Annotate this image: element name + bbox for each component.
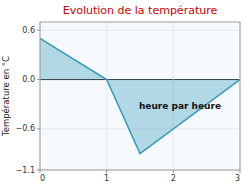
area-fill [40, 38, 240, 153]
y-tick [37, 79, 40, 80]
y-tick-label: 0.0 [22, 75, 35, 84]
x-tick-label: 3 [235, 174, 240, 183]
plot-background [40, 22, 240, 170]
plot-frame [40, 22, 240, 170]
y-tick-label: −0.6 [16, 124, 35, 133]
y-tick-label: 0.6 [22, 26, 35, 35]
y-tick-label: −1.1 [16, 166, 35, 175]
y-tick [37, 128, 40, 129]
grid-line [40, 30, 240, 31]
x-tick-label: 0 [40, 174, 45, 183]
data-area [40, 38, 240, 153]
chart: −1.1 −0.6 0.0 0.6 0 1 2 3 Evolution de la tempér… [0, 0, 250, 188]
y-axis-label: Température en °C [1, 56, 11, 137]
x-tick [173, 170, 174, 173]
title: Evolution de la température [63, 4, 218, 17]
x-tick-label: 1 [104, 174, 109, 183]
grid-line [106, 22, 107, 170]
chart-container: −1.1 −0.6 0.0 0.6 0 1 2 3 Evolution de la tempér… [0, 0, 250, 188]
x-axis-label: heure par heure [139, 101, 221, 111]
x-tick [106, 170, 107, 173]
x-tick [240, 170, 241, 173]
y-tick [37, 170, 40, 171]
grid [40, 22, 240, 170]
x-tick-label: 2 [171, 174, 176, 183]
x-tick [40, 170, 41, 173]
line [40, 38, 240, 153]
y-tick [37, 30, 40, 31]
